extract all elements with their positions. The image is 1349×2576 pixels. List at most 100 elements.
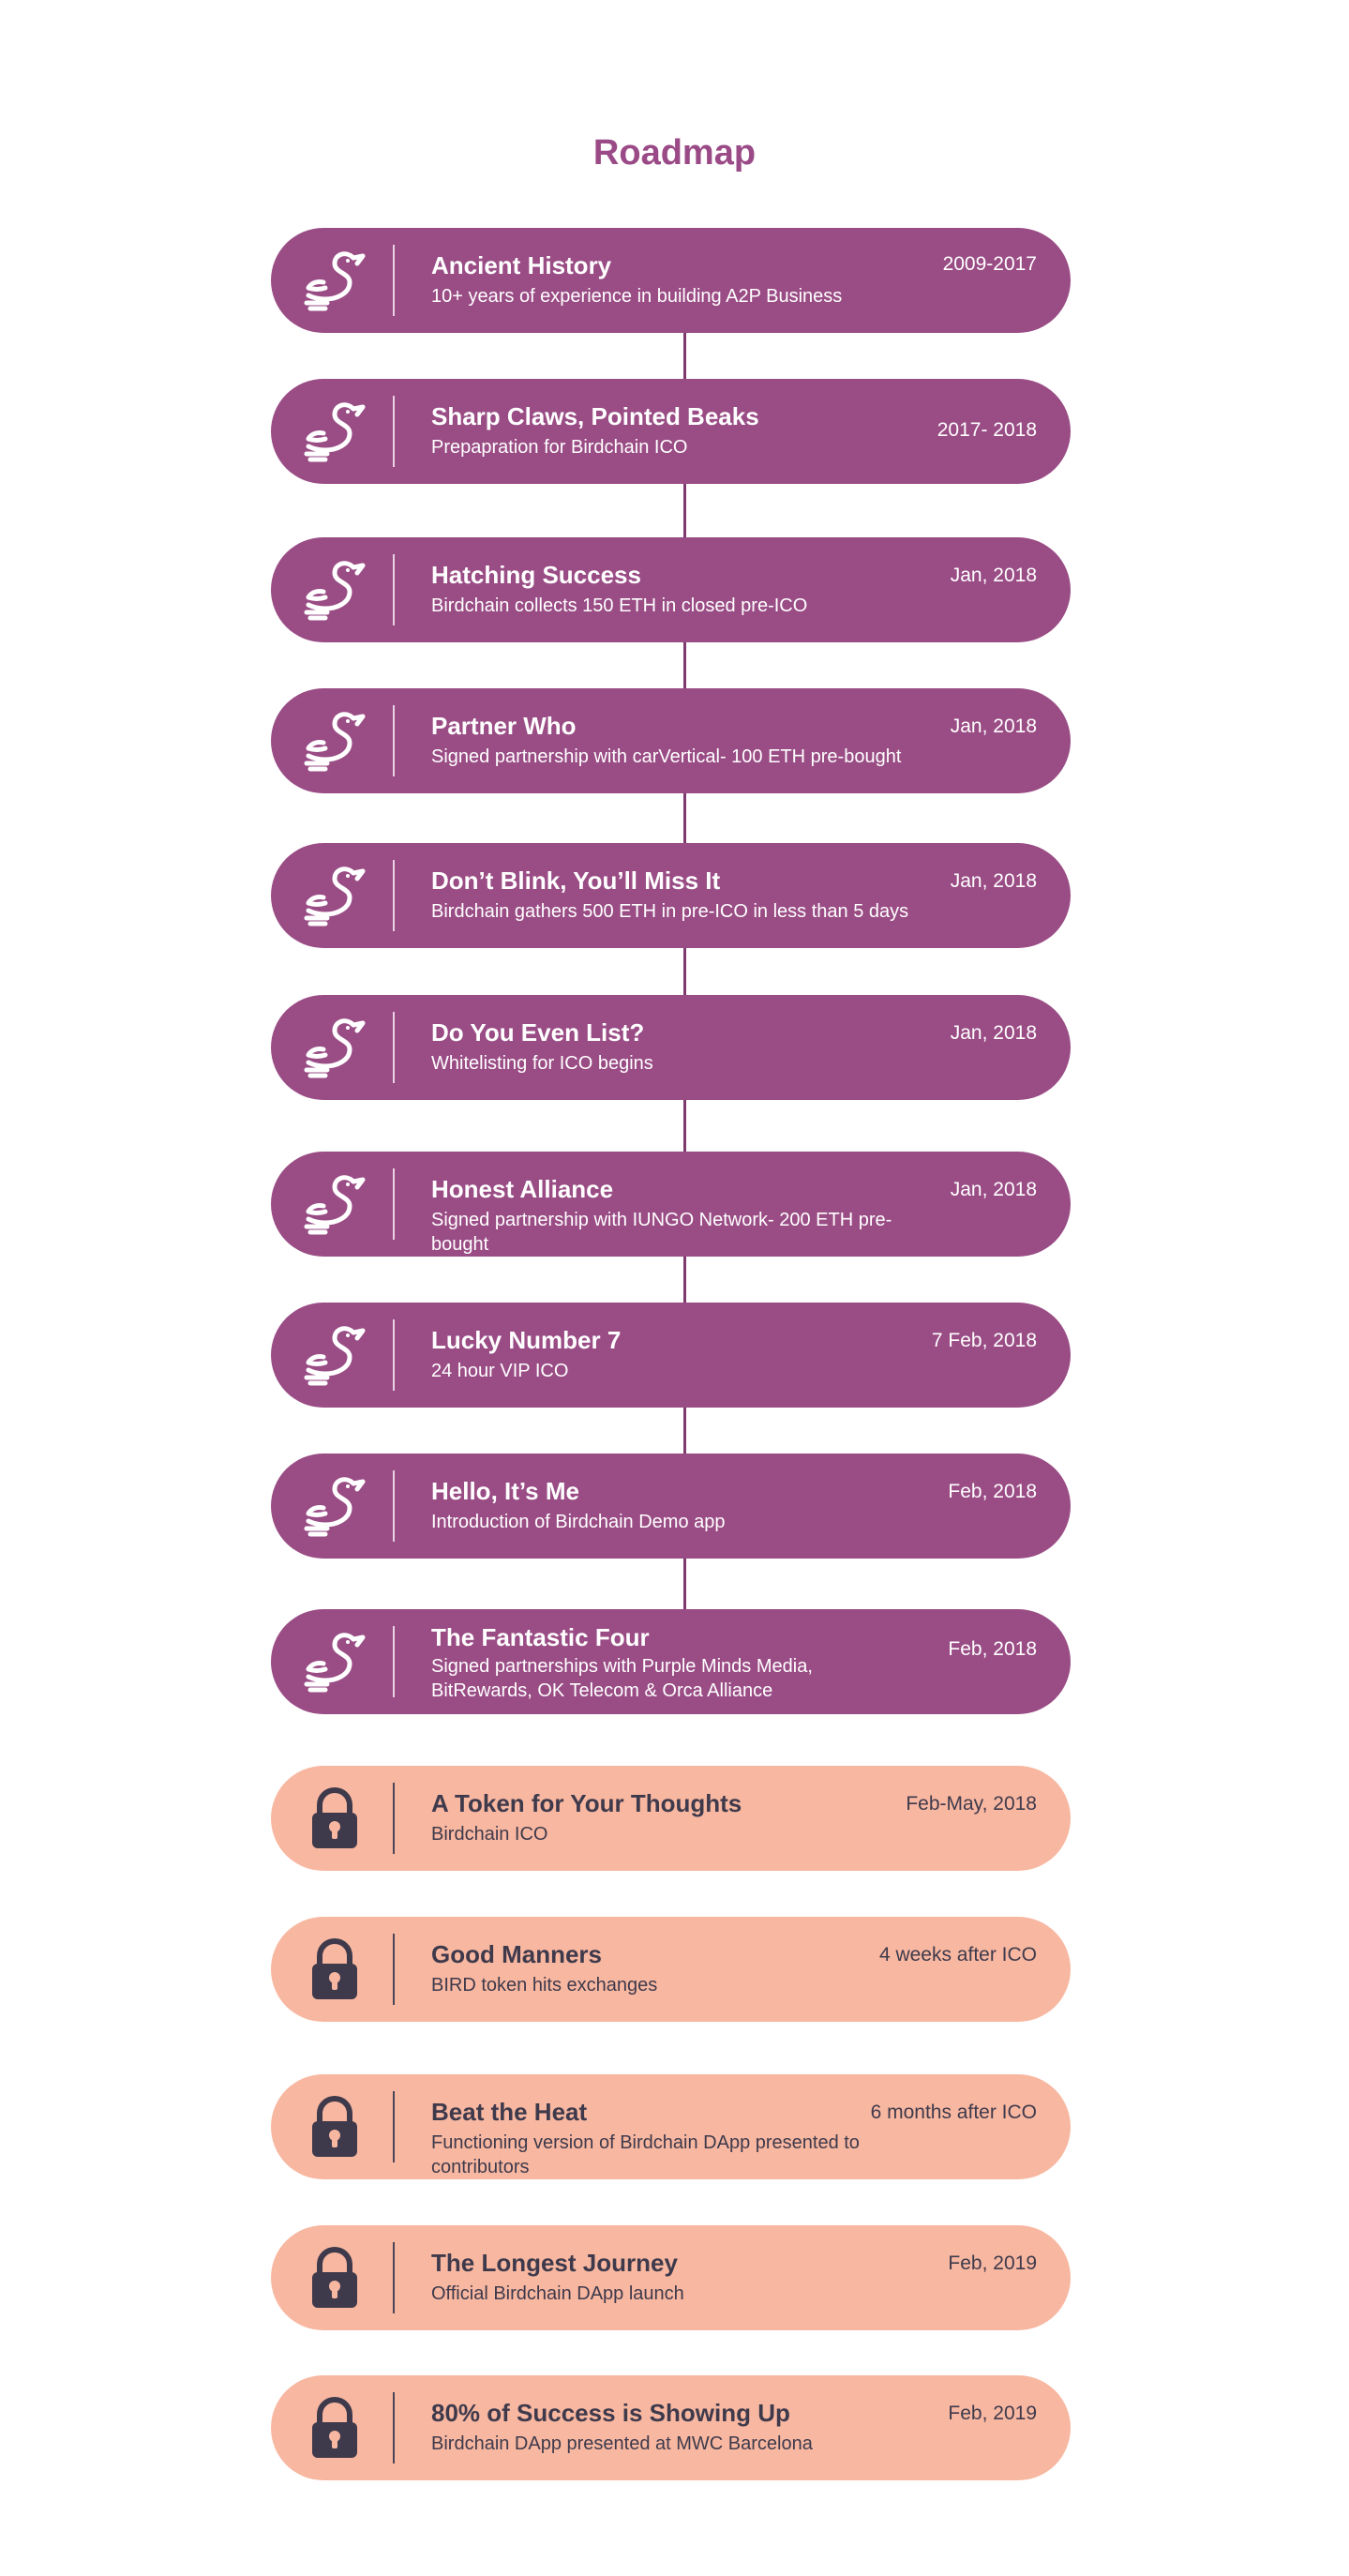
timeline-connector — [683, 1559, 686, 1609]
timeline-connector — [683, 793, 686, 843]
milestone-divider — [393, 396, 395, 467]
milestone-date: Feb, 2018 — [948, 1638, 1037, 1660]
timeline-connector — [683, 1257, 686, 1303]
milestone-divider — [393, 1783, 395, 1854]
bird-icon — [299, 1626, 370, 1697]
timeline-connector — [683, 333, 686, 379]
bird-icon — [299, 1319, 370, 1391]
milestone-card: Do You Even List? Whitelisting for ICO be… — [271, 995, 1071, 1100]
milestone-title: Honest Alliance — [431, 1175, 614, 1203]
milestone-divider — [393, 1168, 395, 1240]
milestone-title: Ancient History — [431, 251, 612, 279]
milestone-card: The Longest Journey Official Birdchain DA… — [271, 2225, 1071, 2330]
milestone-card: Don’t Blink, You’ll Miss It Birdchain gat… — [271, 843, 1071, 948]
milestone-date: Feb, 2019 — [948, 2403, 1037, 2424]
lock-icon — [299, 1783, 370, 1854]
milestone-divider — [393, 2091, 395, 2162]
milestone-description: 10+ years of experience in building A2P … — [431, 286, 843, 307]
milestone-date: 2017- 2018 — [937, 419, 1037, 441]
milestone-card: Beat the Heat Functioning version of Bird… — [271, 2074, 1071, 2179]
lock-icon — [299, 2242, 370, 2313]
timeline-connector — [683, 642, 686, 688]
milestone-card: Good Manners BIRD token hits exchanges 4 w… — [271, 1917, 1071, 2022]
bird-icon — [299, 860, 370, 931]
milestone-date: Jan, 2018 — [950, 565, 1037, 586]
milestone-description: Birdchain ICO — [431, 1824, 548, 1845]
timeline-connector — [683, 1408, 686, 1454]
milestone-divider — [393, 554, 395, 625]
lock-icon — [299, 1934, 370, 2005]
milestone-title: Don’t Blink, You’ll Miss It — [431, 866, 721, 895]
milestone-card: The Fantastic Four Signed partnerships wi… — [271, 1609, 1071, 1714]
milestone-title: The Fantastic Four — [431, 1623, 650, 1651]
milestone-divider — [393, 245, 395, 316]
milestone-description: Birdchain gathers 500 ETH in pre-ICO in … — [431, 901, 909, 922]
milestone-date: 6 months after ICO — [870, 2101, 1037, 2123]
milestone-title: Sharp Claws, Pointed Beaks — [431, 402, 759, 430]
page-title: Roadmap — [592, 133, 757, 173]
milestone-card: Hello, It’s Me Introduction of Birdchain … — [271, 1454, 1071, 1559]
milestone-divider — [393, 1319, 395, 1391]
bird-icon — [299, 396, 370, 467]
milestone-card: A Token for Your Thoughts Birdchain ICO Fe… — [271, 1766, 1071, 1871]
milestone-title: 80% of Success is Showing Up — [431, 2399, 790, 2427]
lock-icon — [299, 2091, 370, 2162]
milestone-date: Jan, 2018 — [950, 716, 1037, 737]
milestone-description: BIRD token hits exchanges — [431, 1975, 658, 1996]
milestone-title: Beat the Heat — [431, 2098, 588, 2126]
lock-icon — [299, 2392, 370, 2463]
timeline-connector — [683, 1100, 686, 1152]
milestone-description: Functioning version of Birdchain DApp pr… — [431, 2132, 860, 2177]
milestone-divider — [393, 1934, 395, 2005]
milestone-title: Good Manners — [431, 1940, 603, 1968]
milestone-title: Partner Who — [431, 712, 577, 740]
milestone-divider — [393, 1470, 395, 1542]
milestone-description: Prepapration for Birdchain ICO — [431, 437, 688, 458]
milestone-description: Official Birdchain DApp launch — [431, 2283, 684, 2304]
milestone-card: Sharp Claws, Pointed Beaks Prepapration f… — [271, 379, 1071, 484]
milestone-divider — [393, 2242, 395, 2313]
milestone-description: Birdchain DApp presented at MWC Barcelon… — [431, 2433, 813, 2454]
milestone-card: Partner Who Signed partnership with carVe… — [271, 688, 1071, 793]
bird-icon — [299, 554, 370, 625]
milestone-date: 4 weeks after ICO — [878, 1944, 1037, 1966]
bird-icon — [299, 705, 370, 776]
bird-icon — [299, 1012, 370, 1083]
milestone-title: Do You Even List? — [431, 1018, 645, 1047]
milestone-title: Hatching Success — [431, 561, 641, 589]
milestone-divider — [393, 2392, 395, 2463]
timeline-connector — [683, 484, 686, 537]
milestone-title: A Token for Your Thoughts — [431, 1789, 742, 1817]
milestone-title: Hello, It’s Me — [431, 1477, 579, 1505]
milestone-date: Feb, 2019 — [948, 2252, 1037, 2274]
milestone-description: 24 hour VIP ICO — [431, 1361, 569, 1381]
milestone-description: Birdchain collects 150 ETH in closed pre… — [431, 595, 808, 616]
milestone-divider — [393, 1012, 395, 1083]
milestone-card: Ancient History 10+ years of experience i… — [271, 228, 1071, 333]
milestone-description: Introduction of Birdchain Demo app — [431, 1512, 726, 1532]
milestone-title: The Longest Journey — [431, 2249, 678, 2277]
milestone-card: 80% of Success is Showing Up Birdchain DA… — [271, 2375, 1071, 2480]
milestone-date: Jan, 2018 — [950, 1179, 1037, 1200]
milestone-card: Lucky Number 7 24 hour VIP ICO 7 Feb, 2018 — [271, 1303, 1071, 1408]
milestone-date: Feb, 2018 — [948, 1481, 1037, 1502]
bird-icon — [299, 245, 370, 316]
bird-icon — [299, 1470, 370, 1542]
milestone-description: Signed partnership with carVertical- 100… — [431, 746, 902, 767]
milestone-description: Whitelisting for ICO begins — [431, 1053, 653, 1074]
milestone-date: 2009-2017 — [942, 253, 1037, 275]
milestone-card: Honest Alliance Signed partnership with I… — [271, 1152, 1071, 1257]
timeline-connector — [683, 948, 686, 995]
milestone-description: Signed partnership with IUNGO Network- 2… — [431, 1210, 892, 1255]
milestone-divider — [393, 705, 395, 776]
milestone-divider — [393, 860, 395, 931]
milestone-date: 7 Feb, 2018 — [931, 1330, 1037, 1351]
bird-icon — [299, 1168, 370, 1240]
milestone-date: Jan, 2018 — [950, 1022, 1037, 1044]
milestone-date: Jan, 2018 — [950, 870, 1037, 892]
milestone-card: Hatching Success Birdchain collects 150 E… — [271, 537, 1071, 642]
milestone-date: Feb-May, 2018 — [906, 1793, 1037, 1815]
milestone-description: Signed partnerships with Purple Minds Me… — [431, 1656, 813, 1701]
milestone-title: Lucky Number 7 — [431, 1326, 622, 1354]
milestone-divider — [393, 1626, 395, 1697]
